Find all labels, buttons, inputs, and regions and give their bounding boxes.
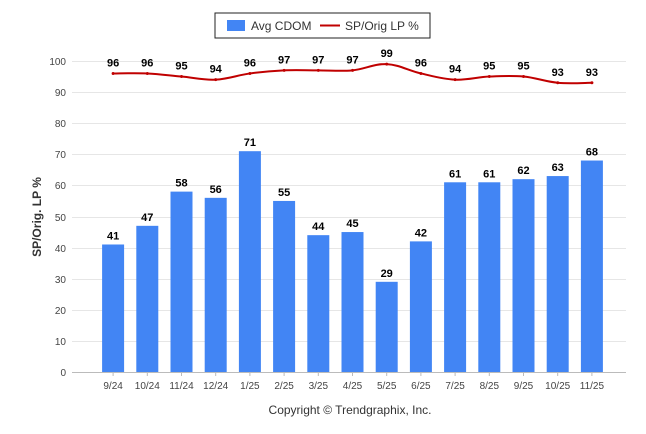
bar <box>444 182 467 372</box>
line-data-label: 95 <box>483 61 495 73</box>
bar-data-label: 42 <box>415 227 427 239</box>
bar <box>512 179 535 372</box>
y-tick-label: 50 <box>55 213 67 224</box>
bar <box>307 235 330 372</box>
bar <box>341 232 364 372</box>
line-layer <box>111 62 594 85</box>
y-tick-label: 10 <box>55 337 67 348</box>
legend-line-label: SP/Orig LP % <box>345 19 419 33</box>
line-data-label: 99 <box>381 48 393 60</box>
x-tick-label: 3/25 <box>309 381 329 392</box>
x-tick-label: 9/24 <box>103 381 123 392</box>
bar-data-label: 41 <box>107 230 119 242</box>
copyright-text: Copyright © Trendgraphix, Inc. <box>269 403 432 417</box>
bar-data-label: 55 <box>278 187 290 199</box>
line-point <box>487 75 491 79</box>
bar <box>478 182 501 372</box>
line-data-label: 95 <box>175 61 187 73</box>
bar <box>102 244 125 372</box>
bar <box>136 225 159 372</box>
y-tick-label: 30 <box>55 275 67 286</box>
x-tick-label: 10/25 <box>545 381 570 392</box>
x-tick-label: 4/25 <box>343 381 363 392</box>
line-point <box>180 75 183 79</box>
y-tick-label: 60 <box>55 181 67 192</box>
legend-bar-swatch <box>227 20 245 31</box>
line-data-label: 93 <box>552 67 564 79</box>
line-data-label: 94 <box>449 64 462 76</box>
line-point <box>522 75 525 79</box>
line-point <box>385 62 389 66</box>
x-tick-label: 8/25 <box>480 381 500 392</box>
x-tick-label: 7/25 <box>445 381 465 392</box>
bar-data-label: 62 <box>517 165 529 177</box>
bar-data-label: 45 <box>346 218 358 230</box>
bar <box>273 200 296 372</box>
line-point <box>351 68 354 72</box>
y-tick-label: 100 <box>49 57 66 68</box>
line-point <box>453 78 457 82</box>
x-tick-label: 5/25 <box>377 381 397 392</box>
bar-data-label: 29 <box>381 268 393 280</box>
x-tick-label: 10/24 <box>135 381 160 392</box>
grid-layer: 0 10 20 30 40 50 60 70 80 90 100 <box>49 57 626 379</box>
line-data-label: 95 <box>517 61 529 73</box>
bar-data-label: 47 <box>141 212 153 224</box>
bar <box>375 281 398 372</box>
legend-bar-label: Avg CDOM <box>251 19 311 33</box>
line-data-label: 97 <box>278 54 290 66</box>
y-tick-label: 40 <box>55 244 67 255</box>
line-point <box>282 68 286 72</box>
y-tick-label: 20 <box>55 306 67 317</box>
bar-data-label: 71 <box>244 137 256 149</box>
x-tick-label: 11/24 <box>169 381 194 392</box>
line-point <box>214 78 218 82</box>
line-data-label: 96 <box>107 57 119 69</box>
bar-data-label: 58 <box>175 178 187 190</box>
bar <box>546 176 569 372</box>
line-point <box>556 81 560 85</box>
y-tick-label: 80 <box>55 119 67 130</box>
line-data-label: 97 <box>312 54 324 66</box>
bar <box>238 151 261 372</box>
bar <box>204 197 227 372</box>
line-point <box>316 68 320 72</box>
line-data-label: 96 <box>415 57 427 69</box>
y-axis-label: SP/Orig. LP % <box>30 177 44 257</box>
x-tick-label: 1/25 <box>240 381 260 392</box>
x-tick-label: 6/25 <box>411 381 431 392</box>
y-tick-label: 90 <box>55 88 67 99</box>
bar <box>170 191 193 372</box>
line-data-label: 94 <box>210 64 223 76</box>
y-tick-label: 0 <box>60 368 66 379</box>
bar-data-label: 61 <box>483 168 495 180</box>
line-point <box>248 71 252 75</box>
line-point <box>111 71 115 75</box>
y-tick-label: 70 <box>55 150 67 161</box>
bar <box>580 160 603 372</box>
labels-layer: 41 47 58 56 71 55 44 45 29 42 61 61 62 63 68 9/24 10/24 1… <box>103 48 604 392</box>
line-point <box>145 71 149 75</box>
bars-layer <box>102 151 603 372</box>
bar-data-label: 61 <box>449 168 461 180</box>
bar <box>409 241 432 372</box>
x-tick-label: 9/25 <box>514 381 534 392</box>
line-data-label: 96 <box>141 57 153 69</box>
bar-data-label: 56 <box>210 184 222 196</box>
bar-data-label: 68 <box>586 147 598 159</box>
legend: Avg CDOM SP/Orig LP % <box>214 12 431 39</box>
line-data-label: 93 <box>586 67 598 79</box>
line-point <box>590 81 594 85</box>
line-data-label: 96 <box>244 57 256 69</box>
line-data-label: 97 <box>346 54 358 66</box>
bar-data-label: 63 <box>552 162 564 174</box>
line-point <box>419 71 423 75</box>
x-tick-label: 12/24 <box>203 381 228 392</box>
x-tick-label: 2/25 <box>274 381 294 392</box>
x-tick-label: 11/25 <box>580 381 605 392</box>
bar-data-label: 44 <box>312 221 325 233</box>
